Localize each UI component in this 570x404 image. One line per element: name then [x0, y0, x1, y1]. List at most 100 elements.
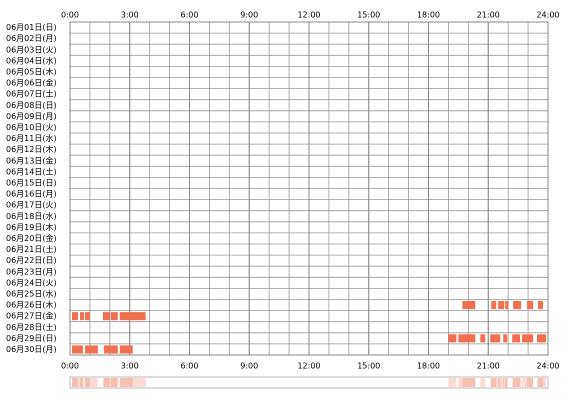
day-label: 06月04日(水): [6, 55, 57, 65]
activity-segment: [119, 312, 146, 321]
x-tick-label: 15:00: [357, 362, 380, 371]
activity-segment: [538, 301, 544, 310]
day-label: 06月16日(月): [6, 190, 57, 199]
day-label: 06月10日(火): [6, 123, 57, 132]
x-tick-label: 3:00: [121, 11, 139, 20]
activity-segment: [84, 312, 90, 321]
summary-segment: [490, 378, 501, 387]
day-label: 06月25日(水): [6, 288, 57, 298]
summary-strip: [69, 376, 549, 389]
day-label: 06月29日(日): [6, 334, 57, 343]
day-label: 06月13日(金): [6, 155, 57, 165]
day-label: 06月07日(土): [6, 89, 57, 99]
day-label: 06月09日(月): [6, 112, 57, 121]
summary-segment: [119, 378, 146, 387]
x-tick-label: 24:00: [536, 11, 559, 20]
x-tick-label: 9:00: [240, 11, 258, 20]
day-label: 06月24日(火): [6, 278, 57, 287]
summary-segment: [513, 378, 522, 387]
activity-segment: [490, 334, 501, 343]
day-label: 06月01日(日): [6, 23, 57, 32]
summary-segment: [462, 378, 476, 387]
activity-segment: [462, 301, 476, 310]
summary-segment: [512, 378, 521, 387]
summary-segment: [110, 378, 118, 387]
summary-segment: [119, 378, 133, 387]
summary-segment: [522, 378, 534, 387]
x-tick-label: 6:00: [181, 362, 199, 371]
activity-segment: [448, 334, 457, 343]
day-label: 06月22日(日): [6, 256, 57, 265]
summary-segment: [448, 378, 457, 387]
x-tick-label: 12:00: [297, 11, 320, 20]
activity-segment: [498, 301, 505, 310]
activity-segment: [513, 301, 522, 310]
x-tick-label: 24:00: [536, 362, 559, 371]
summary-segment: [84, 378, 98, 387]
x-tick-label: 21:00: [477, 11, 500, 20]
activity-segment: [480, 334, 486, 343]
summary-segment: [505, 378, 509, 387]
day-label: 06月08日(日): [6, 101, 57, 110]
x-tick-label: 12:00: [297, 362, 320, 371]
day-label: 06月28日(土): [6, 322, 57, 332]
day-label: 06月18日(水): [6, 211, 57, 221]
activity-segment: [119, 345, 133, 354]
day-label: 06月11日(水): [6, 133, 57, 143]
day-label: 06月26日(木): [6, 300, 57, 310]
x-tick-label: 0:00: [61, 362, 79, 371]
x-tick-label: 18:00: [417, 362, 440, 371]
day-label: 06月17日(火): [6, 201, 57, 210]
summary-segment: [103, 378, 118, 387]
summary-segment: [79, 378, 84, 387]
x-tick-label: 18:00: [417, 11, 440, 20]
activity-segment: [505, 301, 509, 310]
activity-segment: [71, 345, 83, 354]
summary-segment: [102, 378, 110, 387]
activity-segment: [79, 312, 84, 321]
activity-segment: [110, 312, 118, 321]
x-tick-label: 9:00: [240, 362, 258, 371]
summary-segment: [71, 378, 83, 387]
x-tick-label: 3:00: [121, 362, 139, 371]
x-tick-label: 15:00: [357, 11, 380, 20]
day-label: 06月27日(金): [6, 311, 57, 321]
x-tick-label: 21:00: [477, 362, 500, 371]
day-label: 06月05日(木): [6, 66, 57, 76]
x-tick-label: 0:00: [61, 11, 79, 20]
day-label: 06月12日(木): [6, 144, 57, 154]
activity-segment: [512, 334, 521, 343]
summary-segment: [480, 378, 486, 387]
day-label: 06月02日(月): [6, 34, 57, 43]
activity-segment: [527, 301, 534, 310]
activity-segment: [522, 334, 534, 343]
activity-segment: [71, 312, 78, 321]
activity-segment: [491, 301, 497, 310]
summary-segment: [527, 378, 534, 387]
day-label: 06月03日(火): [6, 45, 57, 54]
day-label: 06月21日(土): [6, 244, 57, 254]
summary-segment: [491, 378, 497, 387]
day-label: 06月19日(木): [6, 222, 57, 232]
x-tick-label: 6:00: [181, 11, 199, 20]
day-label: 06月06日(金): [6, 78, 57, 88]
summary-segment: [538, 378, 544, 387]
summary-segment: [84, 378, 90, 387]
summary-segment: [498, 378, 505, 387]
day-label: 06月20日(金): [6, 233, 57, 243]
day-label: 06月15日(日): [6, 178, 57, 187]
activity-segment: [84, 345, 98, 354]
activity-segment: [537, 334, 547, 343]
activity-segment: [503, 334, 508, 343]
day-label: 06月30日(月): [6, 345, 57, 354]
day-label: 06月23日(月): [6, 267, 57, 276]
summary-segment: [537, 378, 547, 387]
activity-segment: [458, 334, 476, 343]
activity-segment: [102, 312, 110, 321]
summary-segment: [503, 378, 508, 387]
summary-segment: [458, 378, 476, 387]
summary-segment: [71, 378, 78, 387]
activity-segment: [103, 345, 118, 354]
day-label: 06月14日(土): [6, 166, 57, 176]
